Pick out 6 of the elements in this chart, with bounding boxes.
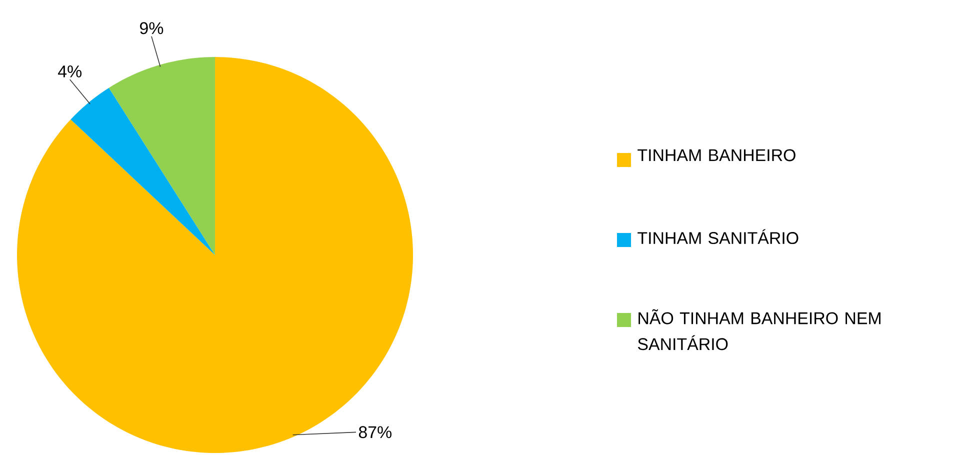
legend-label: NÃO TINHAM BANHEIRO NEM SANITÁRIO [638,309,880,350]
legend-label: TINHAM BANHEIRO [638,149,796,162]
data-label: 87% [358,426,392,438]
legend-label: TINHAM SANITÁRIO [638,229,798,244]
data-label: 9% [140,22,164,34]
data-label: 4% [58,66,82,78]
